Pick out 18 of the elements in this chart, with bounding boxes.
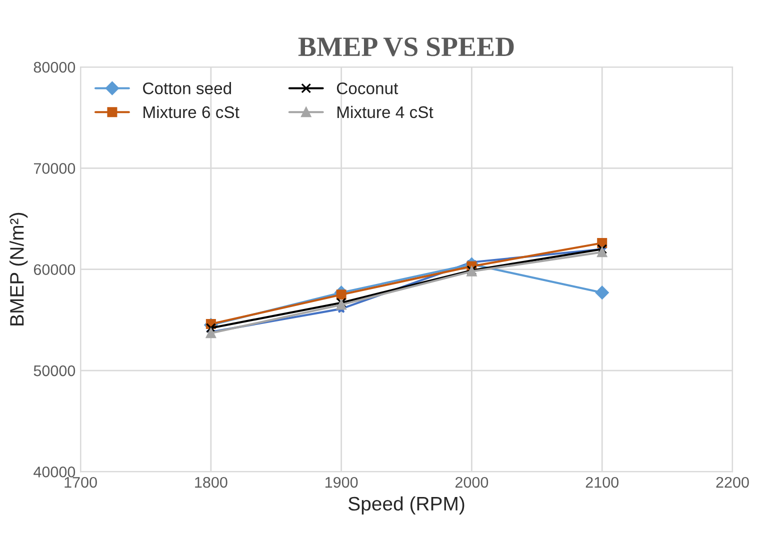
x-tick-label: 2200: [716, 476, 749, 488]
y-tick-label: 50000: [34, 365, 76, 376]
y-axis-title: BMEP (N/m²): [10, 212, 28, 326]
x-tick-label: 1700: [64, 476, 97, 488]
x-axis-title: Speed (RPM): [348, 496, 464, 514]
y-tick-label: 70000: [34, 163, 76, 174]
legend-label: Mixture 6 cSt: [144, 106, 240, 118]
legend-label: Mixture 4 cSt: [337, 106, 434, 118]
chart-title: BMEP VS SPEED: [298, 37, 514, 56]
x-tick-label: 1900: [325, 476, 358, 488]
y-tick-label: 80000: [34, 62, 76, 73]
legend-label: Coconut: [336, 82, 398, 94]
x-tick-label: 2100: [586, 476, 618, 488]
x-tick-label: 2000: [455, 476, 488, 488]
x-tick-label: 1800: [195, 476, 228, 488]
y-tick-label: 40000: [34, 466, 76, 478]
y-tick-label: 60000: [34, 264, 76, 276]
legend-label: Cotton seed: [143, 82, 232, 94]
